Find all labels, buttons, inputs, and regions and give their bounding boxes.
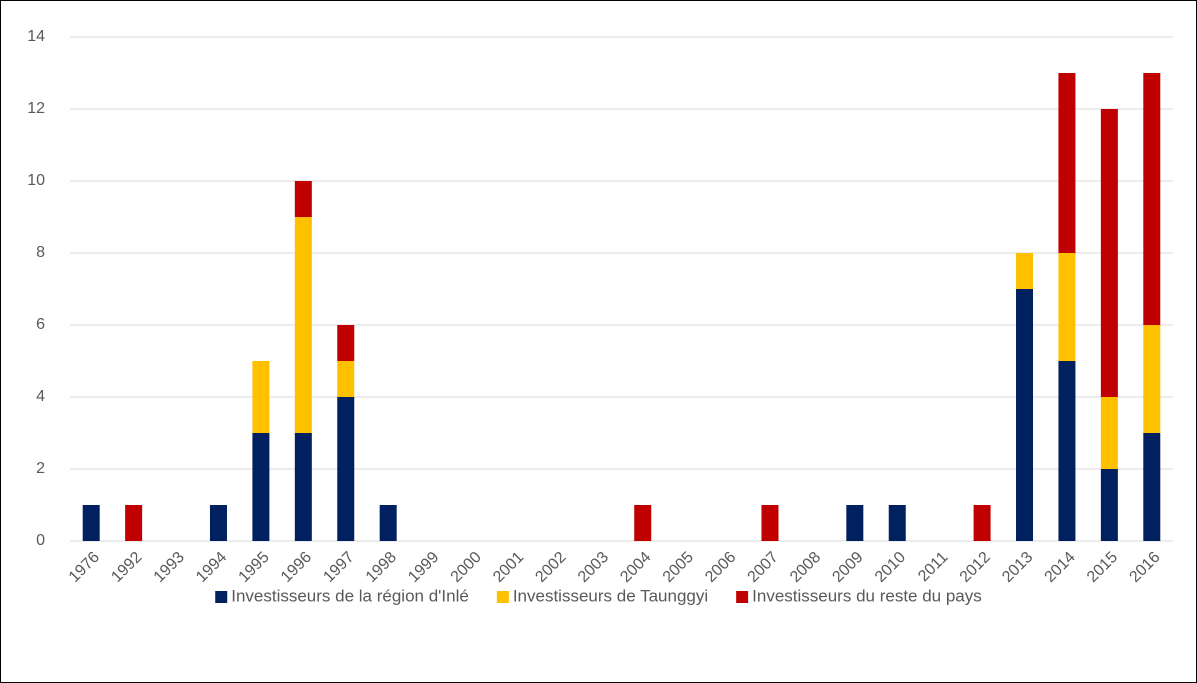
bar-segment bbox=[1016, 289, 1034, 541]
legend-label: Investisseurs du reste du pays bbox=[752, 586, 982, 605]
bar-segment bbox=[634, 505, 652, 541]
bar-segment bbox=[379, 505, 397, 541]
y-tick-label: 8 bbox=[36, 244, 45, 261]
bar-segment bbox=[294, 433, 312, 541]
y-tick-label: 4 bbox=[36, 388, 45, 405]
y-tick-label: 14 bbox=[27, 28, 45, 45]
y-tick-label: 6 bbox=[36, 316, 45, 333]
bar-segment bbox=[337, 397, 355, 541]
bar-segment bbox=[888, 505, 906, 541]
bar-segment bbox=[252, 361, 270, 433]
legend-label: Investisseurs de Taunggyi bbox=[513, 586, 708, 605]
y-tick-label: 2 bbox=[36, 460, 45, 477]
bar-segment bbox=[846, 505, 864, 541]
bar-segment bbox=[252, 433, 270, 541]
bar-segment bbox=[1143, 73, 1161, 325]
legend-swatch bbox=[736, 591, 749, 603]
bar-segment bbox=[1100, 109, 1118, 397]
bar-segment bbox=[294, 217, 312, 433]
legend: Investisseurs de la région d'Inlé Investi… bbox=[215, 586, 982, 605]
y-tick-label: 10 bbox=[27, 172, 45, 189]
bar-segment bbox=[761, 505, 779, 541]
legend-swatch bbox=[215, 591, 228, 603]
y-tick-label: 12 bbox=[27, 100, 45, 117]
bar-segment bbox=[1016, 253, 1034, 289]
bar-segment bbox=[337, 361, 355, 397]
bar-segment bbox=[209, 505, 227, 541]
legend-label: Investisseurs de la région d'Inlé bbox=[231, 586, 469, 605]
bar-segment bbox=[125, 505, 143, 541]
bar-segment bbox=[337, 325, 355, 361]
bar-segment bbox=[1058, 253, 1076, 361]
bar-segment bbox=[1100, 397, 1118, 469]
bar-segment bbox=[82, 505, 100, 541]
y-tick-label: 0 bbox=[36, 532, 45, 549]
bar-segment bbox=[294, 181, 312, 217]
bar-segment bbox=[1100, 469, 1118, 541]
bar-segment bbox=[1058, 361, 1076, 541]
legend-swatch bbox=[496, 591, 509, 603]
bar-segment bbox=[1058, 73, 1076, 253]
bar-segment bbox=[973, 505, 991, 541]
bar-segment bbox=[1143, 325, 1161, 433]
bar-segment bbox=[1143, 433, 1161, 541]
